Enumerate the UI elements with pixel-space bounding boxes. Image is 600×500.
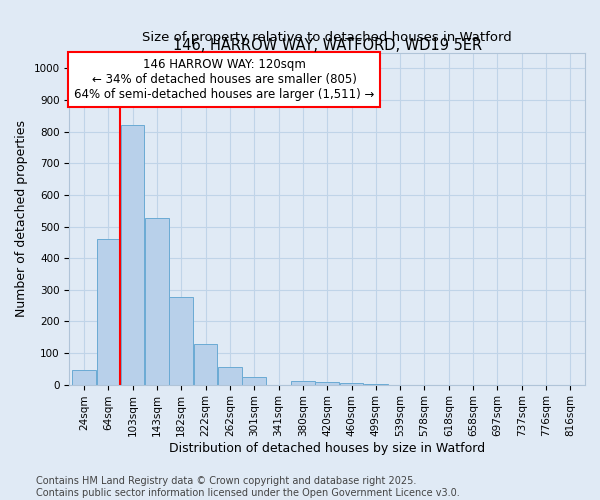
Bar bbox=[169, 296, 193, 384]
Bar bbox=[242, 376, 266, 384]
Bar bbox=[145, 218, 169, 384]
Bar bbox=[316, 382, 339, 384]
Text: Contains HM Land Registry data © Crown copyright and database right 2025.
Contai: Contains HM Land Registry data © Crown c… bbox=[36, 476, 460, 498]
Bar bbox=[194, 344, 217, 385]
X-axis label: Distribution of detached houses by size in Watford: Distribution of detached houses by size … bbox=[169, 442, 485, 455]
Bar bbox=[97, 238, 120, 384]
Bar bbox=[72, 370, 96, 384]
Bar bbox=[218, 366, 242, 384]
Bar bbox=[291, 382, 314, 384]
Title: 146, HARROW WAY, WATFORD, WD19 5ER: 146, HARROW WAY, WATFORD, WD19 5ER bbox=[173, 38, 482, 52]
Text: Size of property relative to detached houses in Watford: Size of property relative to detached ho… bbox=[142, 32, 512, 44]
Y-axis label: Number of detached properties: Number of detached properties bbox=[15, 120, 28, 317]
Bar bbox=[121, 126, 145, 384]
Text: 146 HARROW WAY: 120sqm
← 34% of detached houses are smaller (805)
64% of semi-de: 146 HARROW WAY: 120sqm ← 34% of detached… bbox=[74, 58, 374, 100]
